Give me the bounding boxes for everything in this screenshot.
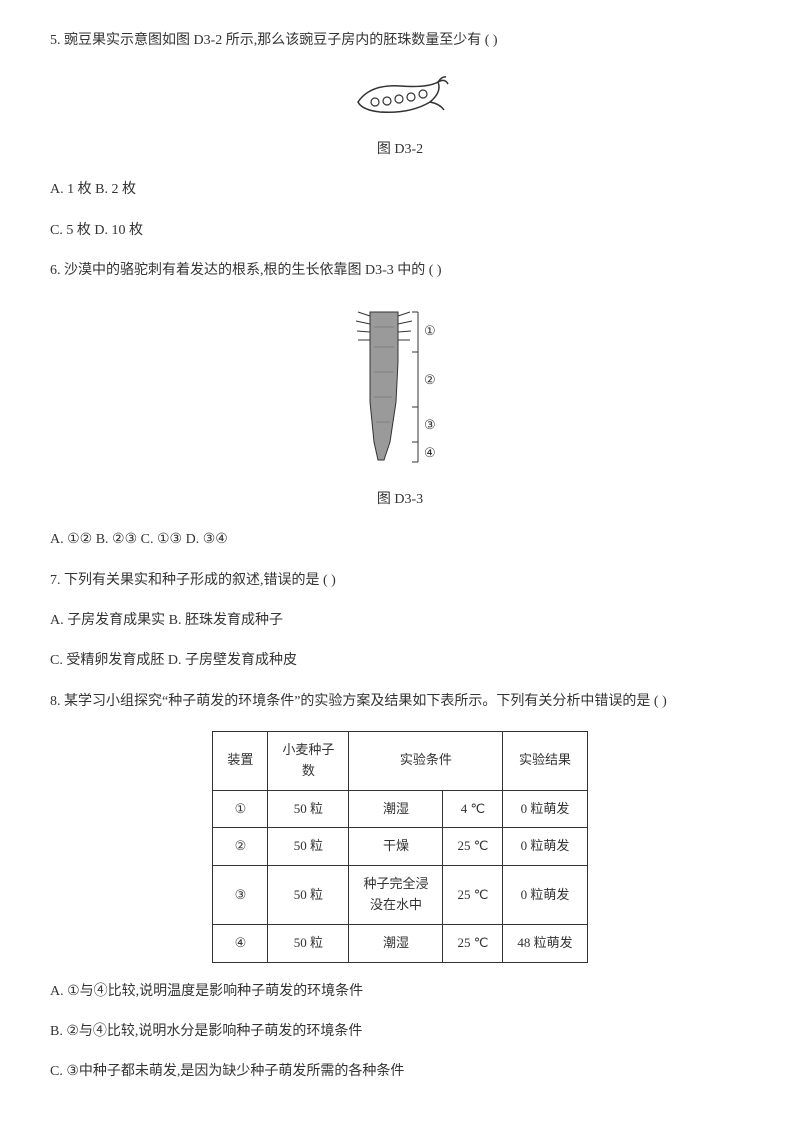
q5-text: 5. 豌豆果实示意图如图 D3-2 所示,那么该豌豆子房内的胚珠数量至少有 ( … bbox=[50, 30, 750, 52]
q8-opt-c: C. ③中种子都未萌发,是因为缺少种子萌发所需的各种条件 bbox=[50, 1061, 750, 1083]
root-label-3: ③ bbox=[424, 417, 436, 432]
q8-text: 8. 某学习小组探究“种子萌发的环境条件”的实验方案及结果如下表所示。下列有关分… bbox=[50, 691, 750, 713]
q5-caption: 图 D3-2 bbox=[50, 139, 750, 161]
table-cell: 48 粒萌发 bbox=[503, 924, 587, 962]
q8-table: 装置小麦种子 数实验条件实验结果①50 粒潮湿4 ℃0 粒萌发②50 粒干燥25… bbox=[212, 731, 587, 963]
pea-pod-icon bbox=[350, 72, 450, 122]
q8-opt-b: B. ②与④比较,说明水分是影响种子萌发的环境条件 bbox=[50, 1021, 750, 1043]
table-cell: 潮湿 bbox=[349, 790, 443, 828]
table-cell: 种子完全浸 没在水中 bbox=[349, 866, 443, 925]
table-cell: 50 粒 bbox=[268, 924, 349, 962]
table-cell: 4 ℃ bbox=[443, 790, 503, 828]
q5-figure bbox=[50, 72, 750, 130]
q7-options-line1: A. 子房发育成果实 B. 胚珠发育成种子 bbox=[50, 610, 750, 632]
table-cell: 50 粒 bbox=[268, 828, 349, 866]
q7-options-line2: C. 受精卵发育成胚 D. 子房壁发育成种皮 bbox=[50, 650, 750, 672]
table-cell: 50 粒 bbox=[268, 866, 349, 925]
q6-text: 6. 沙漠中的骆驼刺有着发达的根系,根的生长依靠图 D3-3 中的 ( ) bbox=[50, 260, 750, 282]
root-label-2: ② bbox=[424, 372, 436, 387]
q7-text: 7. 下列有关果实和种子形成的叙述,错误的是 ( ) bbox=[50, 570, 750, 592]
table-cell: 50 粒 bbox=[268, 790, 349, 828]
table-cell: 25 ℃ bbox=[443, 924, 503, 962]
table-header: 小麦种子 数 bbox=[268, 732, 349, 791]
table-cell: ① bbox=[213, 790, 268, 828]
q5-options-line2: C. 5 枚 D. 10 枚 bbox=[50, 220, 750, 242]
table-cell: 25 ℃ bbox=[443, 828, 503, 866]
table-cell: ④ bbox=[213, 924, 268, 962]
table-header: 装置 bbox=[213, 732, 268, 791]
root-label-1: ① bbox=[424, 323, 436, 338]
table-cell: ② bbox=[213, 828, 268, 866]
table-cell: 干燥 bbox=[349, 828, 443, 866]
table-cell: 0 粒萌发 bbox=[503, 828, 587, 866]
q6-figure: ① ② ③ ④ bbox=[50, 302, 750, 480]
table-cell: ③ bbox=[213, 866, 268, 925]
table-cell: 0 粒萌发 bbox=[503, 790, 587, 828]
q6-options: A. ①② B. ②③ C. ①③ D. ③④ bbox=[50, 529, 750, 551]
table-header: 实验条件 bbox=[349, 732, 503, 791]
table-cell: 25 ℃ bbox=[443, 866, 503, 925]
table-header: 实验结果 bbox=[503, 732, 587, 791]
root-label-4: ④ bbox=[424, 445, 436, 460]
q5-options-line1: A. 1 枚 B. 2 枚 bbox=[50, 179, 750, 201]
q6-caption: 图 D3-3 bbox=[50, 489, 750, 511]
q8-opt-a: A. ①与④比较,说明温度是影响种子萌发的环境条件 bbox=[50, 981, 750, 1003]
table-cell: 0 粒萌发 bbox=[503, 866, 587, 925]
table-cell: 潮湿 bbox=[349, 924, 443, 962]
root-tip-icon: ① ② ③ ④ bbox=[340, 302, 460, 472]
